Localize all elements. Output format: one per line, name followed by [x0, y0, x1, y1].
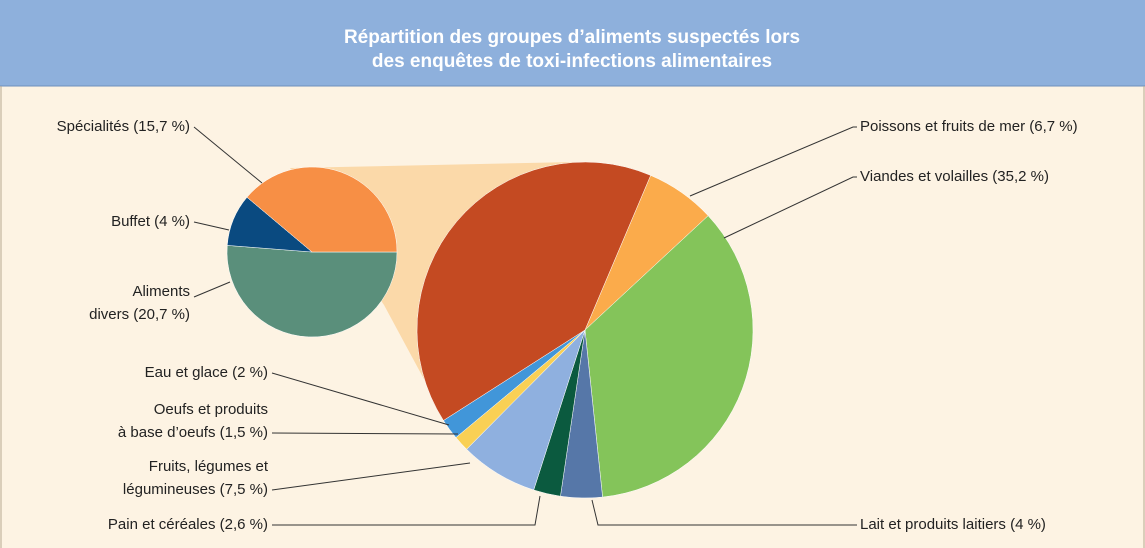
slice-label: Buffet (4 %): [111, 213, 190, 230]
leader-line: [271, 462, 471, 491]
slice-label: divers (20,7 %): [89, 306, 190, 323]
leader-line: [193, 281, 231, 298]
slice-label: à base d’oeufs (1,5 %): [118, 424, 268, 441]
slice-label: Poissons et fruits de mer (6,7 %): [860, 118, 1078, 135]
leader-line: [723, 176, 857, 239]
slice-label: Oeufs et produits: [154, 401, 268, 418]
slice-label: Eau et glace (2 %): [145, 364, 268, 381]
leader-line: [271, 372, 450, 426]
slice-label: Aliments: [132, 283, 190, 300]
leader-line: [689, 126, 857, 197]
pie-slice: [584, 215, 754, 498]
header: [0, 0, 1145, 86]
slice-label: Pain et céréales (2,6 %): [108, 516, 268, 533]
pie-slice: [416, 161, 651, 421]
slice-label: Viandes et volailles (35,2 %): [860, 168, 1049, 185]
chart-title: des enquêtes de toxi-infections alimenta…: [372, 51, 772, 72]
pie-slice: [246, 166, 398, 253]
leader-line: [271, 432, 459, 435]
leader-line: [272, 495, 541, 526]
slice-label: Spécialités (15,7 %): [57, 118, 190, 135]
leader-line: [591, 499, 857, 526]
slice-label: Fruits, légumes et: [149, 458, 269, 475]
leader-line: [193, 126, 263, 184]
pie-slice: [226, 245, 398, 338]
slice-label: Lait et produits laitiers (4 %): [860, 516, 1046, 533]
chart-title: Répartition des groupes d’aliments suspe…: [344, 27, 800, 48]
slice-label: légumineuses (7,5 %): [123, 481, 268, 498]
leader-line: [193, 221, 230, 231]
